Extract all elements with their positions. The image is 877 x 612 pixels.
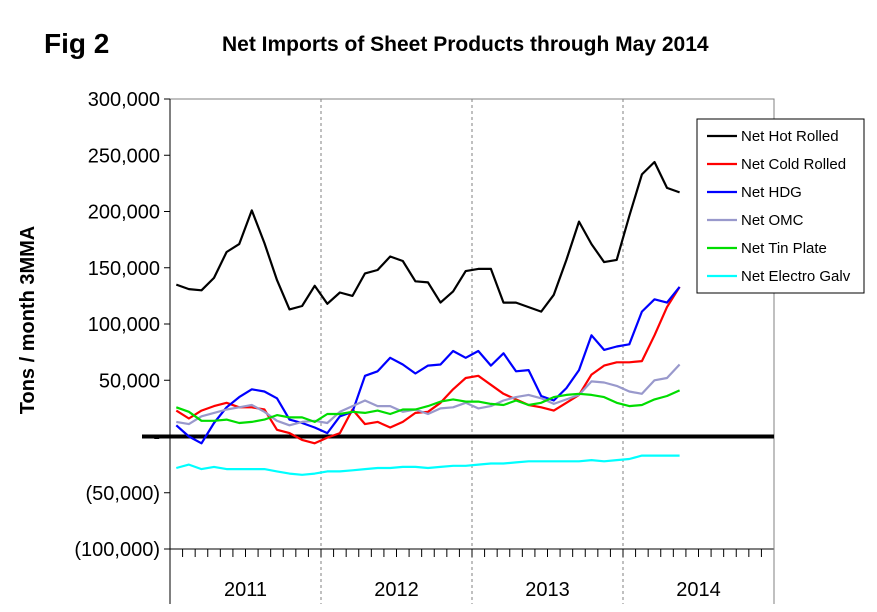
legend-box	[696, 118, 865, 294]
legend-label-net-omc: Net OMC	[741, 212, 804, 229]
y-tick-label: 100,000	[88, 314, 160, 336]
chart-title: Net Imports of Sheet Products through Ma…	[222, 33, 709, 56]
series-line-net-omc	[176, 363, 681, 427]
y-axis-label: Tons / month 3MMA	[17, 226, 39, 415]
legend-label-net-cold-rolled: Net Cold Rolled	[741, 156, 846, 173]
y-tick-label: 250,000	[88, 145, 160, 167]
legend-label-net-tin-plate: Net Tin Plate	[741, 240, 827, 257]
legend: Net Hot Rolled Net Cold Rolled Net HDG Net …	[696, 118, 865, 294]
y-tick-label: 200,000	[88, 202, 160, 224]
y-tick-label: 50,000	[99, 370, 160, 392]
y-tick-label: 300,000	[88, 89, 160, 111]
legend-label-net-hot-rolled: Net Hot Rolled	[741, 128, 839, 145]
y-tick-label: 150,000	[88, 258, 160, 280]
legend-label-net-electro-galv: Net Electro Galv	[741, 268, 851, 285]
y-tick-label: (50,000)	[86, 483, 161, 505]
series-line-net-hdg	[175, 286, 681, 445]
x-year-label: 2011	[224, 579, 267, 601]
y-tick-label: (100,000)	[74, 539, 160, 561]
legend-label-net-hdg: Net HDG	[741, 184, 802, 201]
x-year-label: 2014	[676, 579, 721, 601]
series-group	[142, 160, 774, 476]
x-year-label: 2013	[525, 579, 570, 601]
x-year-label: 2012	[374, 579, 419, 601]
series-line-net-electro-galv	[176, 454, 680, 476]
series-line-net-tin-plate	[175, 389, 681, 425]
x-axis: 2011 2012 2013 2014	[169, 99, 775, 604]
gridlines	[320, 99, 624, 604]
series-line-net-hot-rolled	[175, 160, 680, 313]
figure-label: Fig 2	[44, 28, 110, 59]
y-axis: 300,000 250,000 200,000 150,000 100,000 50,00…	[74, 89, 171, 604]
